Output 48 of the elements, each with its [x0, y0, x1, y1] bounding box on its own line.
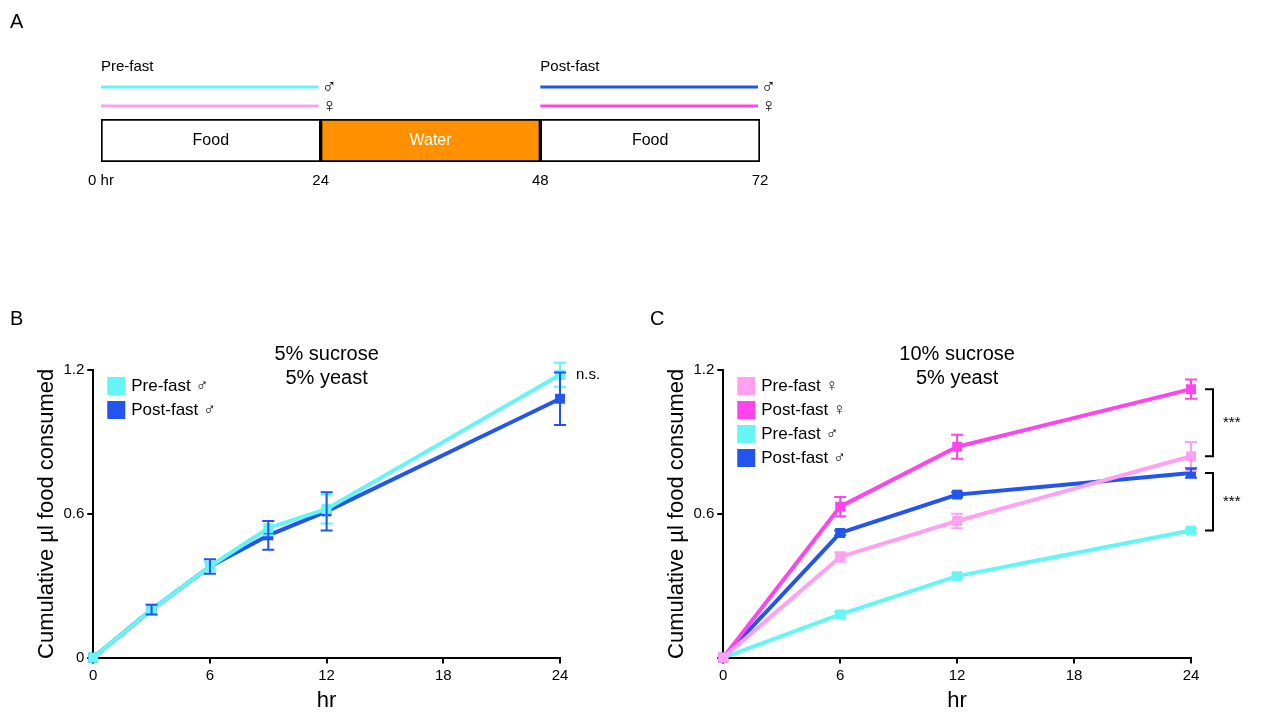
- text: ♂: [321, 75, 337, 97]
- y-tick-label: 0.6: [693, 503, 715, 521]
- legend-label: Pre-fast ♂: [761, 423, 839, 443]
- series-label: Water: [409, 130, 453, 148]
- text: A: [10, 10, 24, 33]
- x-tick-label: 12: [948, 665, 966, 683]
- legend-label: Pre-fast ♂: [131, 375, 209, 395]
- text: Post-fast: [540, 57, 601, 74]
- text: n.s.: [576, 364, 601, 382]
- y-tick-label: 1.2: [693, 360, 715, 378]
- text: Pre-fast: [101, 57, 155, 74]
- text: ♂: [761, 75, 776, 97]
- legend-label: Pre-fast ♀: [761, 375, 839, 395]
- text: ***: [1223, 412, 1241, 430]
- x-tick-label: 24: [551, 665, 569, 683]
- chart-subtitle: 5% yeast: [915, 365, 999, 388]
- y-tick-label: 0.6: [63, 503, 85, 521]
- series-label: Food: [192, 130, 230, 148]
- text: C: [650, 307, 665, 330]
- legend-label: Post-fast ♂: [131, 399, 216, 419]
- x-axis-title: hr: [316, 686, 337, 712]
- y-axis-title: Cumulative µl food consumed: [663, 368, 689, 659]
- chart-subtitle: 5% yeast: [285, 365, 369, 388]
- x-tick-label: 6: [205, 665, 215, 683]
- x-tick-label: 18: [434, 665, 452, 683]
- x-tick-label: 0: [89, 665, 98, 683]
- legend-label: Post-fast ♂: [761, 447, 846, 467]
- y-axis-title: Cumulative µl food consumed: [33, 368, 59, 659]
- text: ***: [1223, 491, 1241, 509]
- x-tick-label: 12: [318, 665, 335, 683]
- y-tick-label: 1.2: [63, 360, 85, 378]
- x-tick-label: 24: [312, 171, 330, 189]
- x-tick-label: 24: [1182, 665, 1200, 683]
- text: B: [10, 307, 24, 330]
- x-tick-label: 0: [719, 665, 728, 683]
- x-tick-label: 48: [531, 171, 549, 189]
- x-tick-label: 6: [836, 665, 845, 683]
- x-tick-label: 72: [751, 171, 769, 189]
- x-tick-label: 0 hr: [88, 171, 114, 189]
- legend-label: Post-fast ♀: [761, 399, 846, 419]
- chart-title: 5% sucrose: [274, 341, 379, 364]
- series-label: Food: [631, 130, 669, 148]
- text: ♀: [321, 94, 337, 116]
- chart-title: 10% sucrose: [899, 341, 1015, 364]
- x-tick-label: 18: [1065, 665, 1083, 683]
- y-tick-label: 0: [75, 647, 85, 665]
- text: ♀: [761, 94, 776, 116]
- x-axis-title: hr: [947, 686, 967, 712]
